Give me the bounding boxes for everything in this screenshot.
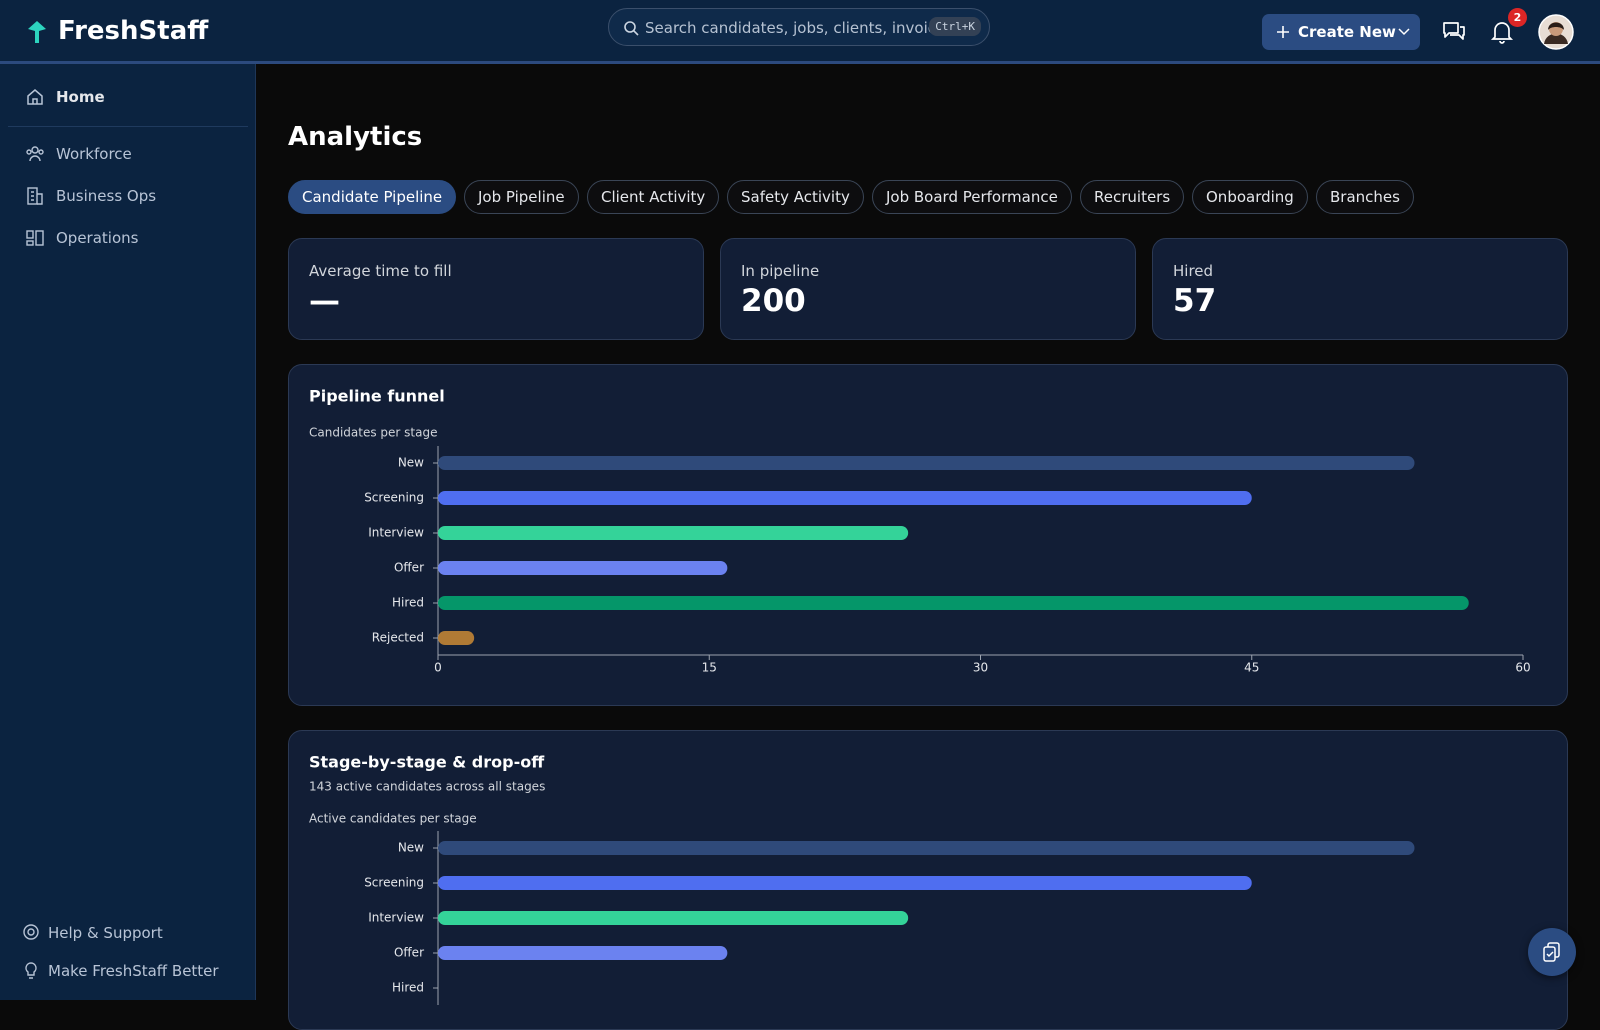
chart-card: Stage-by-stage & drop-off 143 active cand… [288,730,1568,1030]
chart-title: Pipeline funnel [309,387,445,406]
bar [438,456,1415,470]
x-tick-label: 45 [1244,661,1259,675]
category-label: Offer [394,561,424,575]
plus-icon [1277,26,1289,38]
x-tick-label: 15 [702,661,717,675]
logo-icon [28,21,46,43]
page-title: Analytics [288,122,423,152]
search-icon [624,21,639,36]
tab[interactable]: Job Pipeline [464,180,579,214]
bar [438,911,909,925]
chart-caption: Candidates per stage [309,426,437,440]
tab[interactable]: Branches [1316,180,1414,214]
tab[interactable]: Onboarding [1192,180,1308,214]
stat-card: Hired 57 [1152,238,1568,340]
category-label: Hired [392,596,424,610]
messages-button[interactable] [1441,20,1467,44]
x-tick-label: 60 [1515,661,1530,675]
nav-icon [26,146,44,162]
tab[interactable]: Safety Activity [727,180,864,214]
chart-caption: Active candidates per stage [309,812,477,826]
shortcut: Ctrl+K [929,17,981,36]
bar [438,631,475,645]
create-button[interactable]: Create New [1262,14,1420,50]
sidebar: Home Workforce Business Ops Operations Help … [0,64,256,1000]
bar [438,946,728,960]
bar [438,561,728,575]
chart-card: Pipeline funnel Candidates per stage 0 15 30… [288,364,1568,706]
stat-value: 57 [1173,283,1217,319]
footer-icon [25,962,37,979]
nav-icon [26,230,44,246]
footer-label: Make FreshStaff Better [48,962,219,980]
category-label: Screening [364,491,424,505]
stat-label: In pipeline [741,262,820,280]
tab[interactable]: Recruiters [1080,180,1185,214]
tab[interactable]: Job Board Performance [872,180,1072,214]
nav-label: Business Ops [56,187,157,205]
nav-label: Operations [56,229,139,247]
stat-card: In pipeline 200 [720,238,1136,340]
footer-label: Help & Support [48,924,163,942]
chevron [1398,28,1410,36]
bar [438,526,909,540]
category-label: Screening [364,876,424,890]
stat-label: Average time to fill [309,262,452,280]
notification-badge: 2 [1508,8,1527,27]
bar [438,876,1252,890]
avatar[interactable] [1538,14,1574,50]
bar [438,596,1469,610]
bar [438,491,1252,505]
search-box[interactable]: Search candidates, jobs, clients, invoi c… [608,8,990,46]
stat-card: Average time to fill — [288,238,704,340]
chart: Pipeline funnel Candidates per stage 0 15 30… [309,387,1531,675]
category-label: Interview [368,911,424,925]
chart-title: Stage-by-stage & drop-off [309,753,545,772]
x-tick-label: 0 [434,661,442,675]
fab-icon [1543,942,1560,962]
brand[interactable]: FreshStaff [58,16,209,46]
category-label: Rejected [372,631,424,645]
category-label: Interview [368,526,424,540]
footer-icon [23,924,39,940]
top-bar: FreshStaff Search candidates, jobs, clie… [0,0,1600,64]
stat-value: — [309,283,340,319]
category-label: Hired [392,981,424,995]
bar [438,841,1415,855]
nav-label: Home [56,88,105,106]
tab[interactable]: Candidate Pipeline [288,180,457,214]
stat-value: 200 [741,283,806,319]
category-label: New [398,456,424,470]
nav-icon [27,187,43,205]
search-placeholder: Search candidates, jobs, clients, invoic… [645,19,935,37]
create-label: Create New [1298,23,1396,41]
notifications-button[interactable] [1490,19,1514,45]
stat-label: Hired [1173,262,1214,280]
category-label: New [398,841,424,855]
tab[interactable]: Client Activity [587,180,720,214]
nav-label: Workforce [56,145,132,163]
floating-action-button[interactable] [1528,928,1576,976]
chart: Stage-by-stage & drop-off 143 active cand… [309,753,1415,1005]
divider [8,126,248,127]
nav-icon [27,89,43,105]
category-label: Offer [394,946,424,960]
x-tick-label: 30 [973,661,988,675]
chart-subtitle: 143 active candidates across all stages [309,780,545,794]
